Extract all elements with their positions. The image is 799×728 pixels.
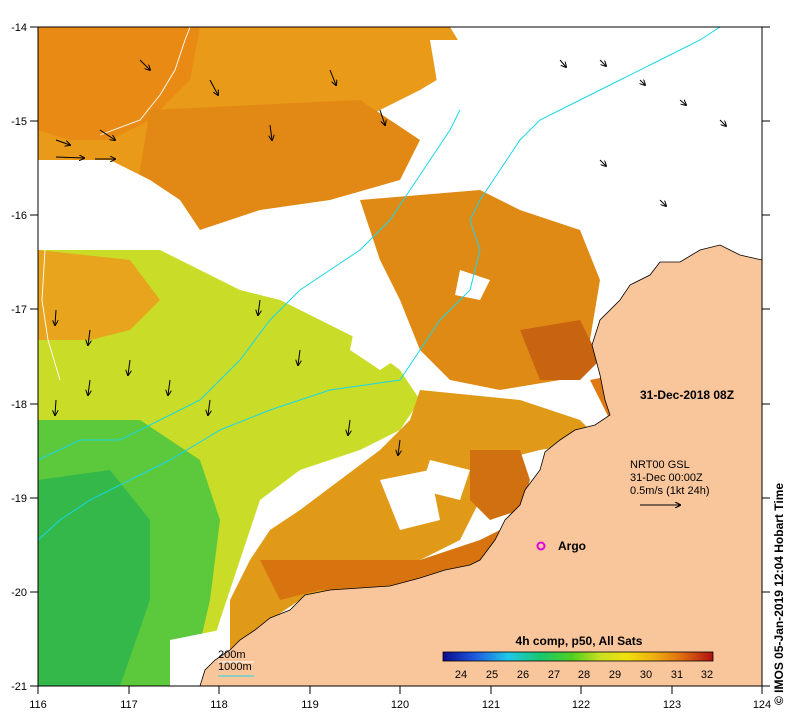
lat-tick-label: -14 <box>11 22 27 34</box>
credit-text: © IMOS 05-Jan-2019 12:04 Hobart Time <box>772 482 786 705</box>
current-scale-label: 0.5m/s (1kt 24h) <box>630 485 709 497</box>
map-content <box>38 27 762 686</box>
lat-tick-label: -15 <box>11 116 27 128</box>
lat-tick-label: -18 <box>11 399 27 411</box>
depth-legend-200m: 200m <box>218 649 246 661</box>
lon-tick-label: 119 <box>301 699 319 711</box>
colorbar-tick-label: 30 <box>640 669 652 681</box>
isobath-1000m-b <box>38 109 461 461</box>
lon-tick-label: 120 <box>391 699 409 711</box>
colorbar-tick-label: 24 <box>455 669 467 681</box>
lon-tick-label: 117 <box>120 699 138 711</box>
colorbar-tick-label: 26 <box>517 669 529 681</box>
isobath-200m-b <box>41 249 61 381</box>
isobath-200m <box>99 27 191 136</box>
lon-tick-label: 124 <box>753 699 771 711</box>
lon-tick-label: 122 <box>572 699 590 711</box>
colorbar-ticks: 24 25 26 27 28 29 30 31 32 <box>455 669 713 681</box>
colorbar-tick-label: 25 <box>486 669 498 681</box>
lat-tick-label: -19 <box>11 493 27 505</box>
argo-label: Argo <box>558 539 586 553</box>
lon-tick-label: 116 <box>29 699 47 711</box>
depth-legend-1000m: 1000m <box>218 661 252 673</box>
date-label: 31-Dec-2018 08Z <box>640 388 734 402</box>
lon-tick-label: 121 <box>482 699 500 711</box>
colorbar-tick-label: 27 <box>548 669 560 681</box>
colorbar-tick-label: 28 <box>578 669 590 681</box>
lat-tick-label: -17 <box>11 304 27 316</box>
cloud-gaps <box>38 40 720 686</box>
lat-tick-label: -21 <box>11 681 27 693</box>
lon-axis-labels: 116 117 118 119 120 121 122 123 124 <box>29 699 771 711</box>
colorbar-tick-label: 29 <box>609 669 621 681</box>
colorbar-tick-label: 32 <box>701 669 713 681</box>
colorbar-tick-label: 31 <box>671 669 683 681</box>
lon-tick-label: 123 <box>663 699 681 711</box>
land-mass <box>199 244 762 686</box>
lat-tick-label: -20 <box>11 587 27 599</box>
colorbar <box>442 651 714 662</box>
lon-tick-label: 118 <box>210 699 228 711</box>
colorbar-title: 4h comp, p50, All Sats <box>516 634 643 648</box>
current-time-label: 31-Dec 00:00Z <box>630 472 703 484</box>
isobath-1000m <box>38 27 721 541</box>
lat-axis-labels: -14 -15 -16 -17 -18 -19 -20 -21 <box>11 22 27 693</box>
argo-marker[interactable] <box>536 541 546 551</box>
axis-ticks <box>30 26 770 694</box>
lat-tick-label: -16 <box>11 210 27 222</box>
current-source-label: NRT00 GSL <box>630 459 690 471</box>
